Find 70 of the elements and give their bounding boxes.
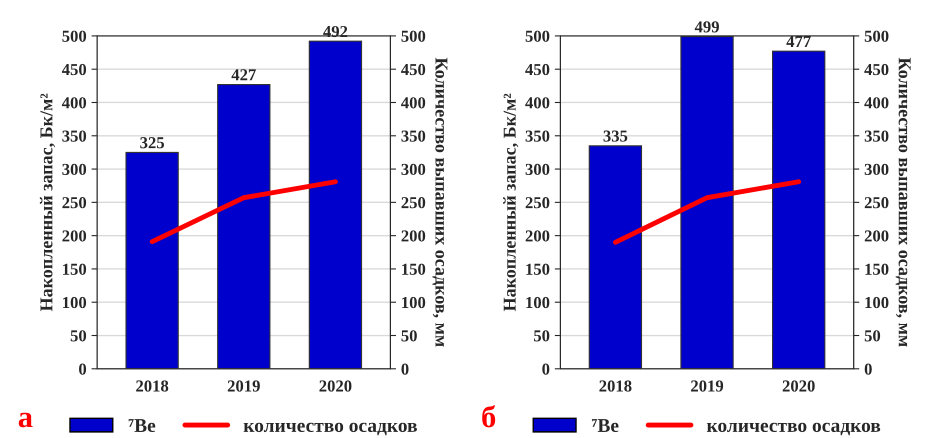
y-tick-label: 500 xyxy=(62,30,86,42)
legend-label: количество осадков xyxy=(244,422,417,436)
bar xyxy=(772,50,826,369)
y-tick-label: 200 xyxy=(526,230,550,242)
y-tick-label: 50 xyxy=(70,330,86,342)
bar xyxy=(680,36,734,369)
y2-tick-label: 500 xyxy=(864,30,888,42)
legend-label: ⁷Be xyxy=(128,419,156,432)
y-tick-label: 350 xyxy=(526,130,550,142)
text: б xyxy=(482,405,496,428)
y2-tick-label: 400 xyxy=(401,97,426,108)
y2-tick-label: 150 xyxy=(402,264,426,275)
y-tick-label: 250 xyxy=(62,197,86,208)
y2-tick-label: 300 xyxy=(401,164,426,176)
y-tick-label: 200 xyxy=(62,230,86,242)
y-tick-label: 400 xyxy=(525,97,550,108)
y-tick-label: 450 xyxy=(525,64,550,76)
x-tick-label: 2018 xyxy=(136,380,168,392)
y2-tick-label: 50 xyxy=(864,330,880,342)
y-tick-label: 450 xyxy=(62,64,86,76)
y-tick-label: 250 xyxy=(526,197,550,208)
y2-tick-label: 450 xyxy=(401,64,426,76)
y2-tick-label: 400 xyxy=(864,97,888,108)
y-tick-label: 0 xyxy=(542,363,550,375)
y-tick-label: 0 xyxy=(79,363,86,375)
x-tick-label: 2019 xyxy=(691,380,724,392)
y2-axis-title: Количество выпавших осадков, мм xyxy=(896,58,911,347)
y2-tick-label: 250 xyxy=(402,197,426,208)
y-tick-label: 100 xyxy=(526,296,550,308)
data-label: 427 xyxy=(232,69,256,80)
x-tick-label: 2018 xyxy=(599,380,632,392)
y-tick-label: 150 xyxy=(63,264,86,275)
bar xyxy=(308,40,362,369)
y2-tick-label: 100 xyxy=(402,296,426,308)
y-axis-title: Накопленный запас, Бк/м² xyxy=(40,94,56,312)
y2-tick-label: 250 xyxy=(864,197,888,208)
y2-axis-title: Количество выпавших осадков, мм xyxy=(432,58,448,347)
y-tick-label: 500 xyxy=(526,30,550,42)
y-tick-label: 400 xyxy=(62,97,86,108)
y2-tick-label: 0 xyxy=(401,363,409,375)
x-tick-label: 2020 xyxy=(319,380,352,392)
y2-tick-label: 450 xyxy=(864,64,888,76)
data-label: 499 xyxy=(694,21,719,32)
x-tick-label: 2019 xyxy=(228,380,260,392)
y2-tick-label: 350 xyxy=(864,130,888,142)
y-tick-label: 300 xyxy=(526,164,550,176)
y-axis-title: Накопленный запас, Бк/м² xyxy=(503,94,518,312)
data-label: 335 xyxy=(604,130,628,142)
y2-tick-label: 0 xyxy=(864,363,872,375)
y2-tick-label: 50 xyxy=(401,330,417,342)
y-tick-label: 100 xyxy=(63,296,86,308)
y2-tick-label: 500 xyxy=(401,30,426,42)
y2-tick-label: 200 xyxy=(402,230,426,242)
y-tick-label: 150 xyxy=(526,264,550,275)
text: а xyxy=(18,412,33,428)
y2-tick-label: 200 xyxy=(864,230,888,242)
y-tick-label: 300 xyxy=(62,164,86,176)
bar xyxy=(217,84,270,369)
data-label: 325 xyxy=(140,137,164,148)
y2-tick-label: 350 xyxy=(401,130,426,142)
legend-label: количество осадков xyxy=(706,422,880,436)
y-tick-label: 50 xyxy=(534,330,550,342)
legend-label: ⁷Be xyxy=(592,419,619,432)
bar xyxy=(588,145,642,369)
y2-tick-label: 100 xyxy=(865,296,888,308)
x-tick-label: 2020 xyxy=(782,380,815,392)
y2-tick-label: 300 xyxy=(864,164,888,176)
y2-tick-label: 150 xyxy=(865,264,888,275)
y-tick-label: 350 xyxy=(62,130,86,142)
bar xyxy=(125,152,179,369)
